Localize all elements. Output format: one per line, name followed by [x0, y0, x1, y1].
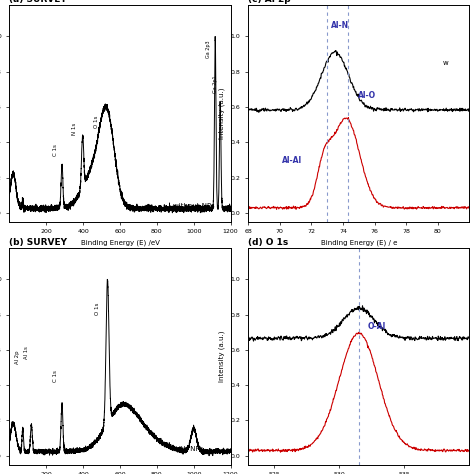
Text: (c) Al 2p: (c) Al 2p	[248, 0, 291, 4]
Text: Al 2p: Al 2p	[15, 350, 20, 364]
Text: without NPs: without NPs	[173, 202, 215, 209]
X-axis label: Binding Energy (E) / e: Binding Energy (E) / e	[320, 240, 397, 246]
Text: O 1s: O 1s	[95, 302, 100, 315]
Text: w: w	[443, 61, 448, 66]
Text: O-Al: O-Al	[368, 322, 386, 331]
Text: (b) SURVEY: (b) SURVEY	[9, 238, 67, 247]
Text: Al-O: Al-O	[357, 91, 376, 100]
Text: (a) SURVEY: (a) SURVEY	[9, 0, 67, 4]
Text: C 1s: C 1s	[54, 370, 58, 382]
Text: C 1s: C 1s	[54, 145, 58, 156]
Text: O 1s: O 1s	[94, 116, 100, 128]
Y-axis label: Intensity (a.u.): Intensity (a.u.)	[219, 87, 225, 139]
Text: Al-Al: Al-Al	[283, 156, 302, 165]
Y-axis label: Intensity (a.u.): Intensity (a.u.)	[219, 330, 225, 382]
Text: Ga 2p3: Ga 2p3	[206, 40, 211, 58]
Text: N 1s: N 1s	[73, 123, 77, 135]
Text: Al 1s: Al 1s	[24, 346, 28, 359]
Text: (d) O 1s: (d) O 1s	[248, 238, 289, 247]
Text: Ga 2p1: Ga 2p1	[213, 75, 219, 93]
X-axis label: Binding Energy (E) /eV: Binding Energy (E) /eV	[81, 240, 159, 246]
Text: with NPs: with NPs	[173, 446, 203, 452]
Text: Al-N: Al-N	[331, 21, 349, 30]
